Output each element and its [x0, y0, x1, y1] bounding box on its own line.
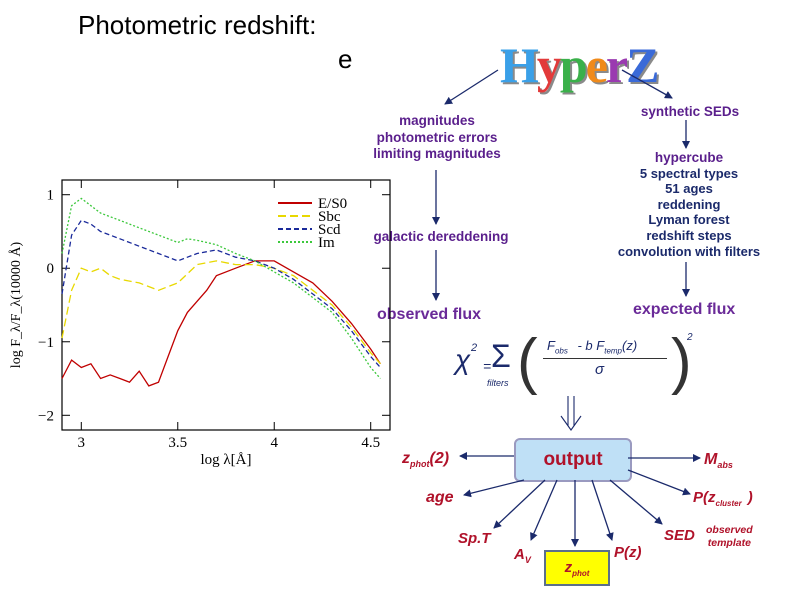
av-sub: V [524, 555, 531, 565]
arrow-output-to-age [463, 479, 525, 498]
double-arrow-to-output [560, 396, 582, 431]
sed-label: SED [664, 527, 695, 544]
numerator: Fobs - b Ftemp(z) [547, 338, 637, 356]
output-label: output [543, 449, 603, 470]
input-item: photometric errors [376, 129, 498, 145]
spt-label: Sp.T [458, 530, 491, 547]
y-tick-label: 1 [47, 188, 55, 204]
slide-title: Photometric redshift: [78, 10, 317, 40]
logo-letter: e [585, 37, 608, 93]
minus-b: - b F [577, 338, 605, 353]
legend-entry: Sbc [318, 209, 341, 225]
x-tick-label: 4.5 [361, 435, 380, 451]
plot-frame [61, 179, 391, 431]
arrow-output-to-pz [591, 479, 614, 541]
sigma-symbol: σ [595, 361, 605, 378]
mabs-label: Mabs [704, 451, 733, 470]
ftemp-arg: (z) [622, 338, 638, 353]
zphot2-sub: phot [410, 459, 430, 470]
mabs-sub: abs [717, 460, 733, 471]
logo-letter: r [605, 37, 628, 93]
galactic-dereddening-label: galactic dereddening [373, 229, 509, 244]
sed-note: observed template [706, 524, 753, 550]
sed-note-line: observed [706, 524, 753, 536]
x-tick-label: 3 [78, 435, 86, 451]
input-item: limiting magnitudes [373, 146, 501, 161]
x-tick-label: 3.5 [168, 435, 187, 451]
logo-letter: p [559, 37, 588, 93]
y-tick-label: −1 [38, 335, 54, 351]
left-paren: ( [517, 327, 538, 396]
logo-letter: H [500, 37, 539, 93]
hyperz-logo: HyperZ [500, 37, 660, 93]
fobs: F [547, 338, 555, 353]
age-label: age [426, 489, 454, 506]
chi-power: 2 [471, 342, 478, 354]
zphot2-z: z [402, 450, 410, 467]
sum-subscript: filters [487, 378, 509, 388]
series-line-scd [61, 219, 381, 368]
y-tick-label: 0 [47, 261, 55, 277]
zphot-z: z [564, 558, 573, 576]
zphot-label: zphot [565, 559, 590, 578]
hypercube-item: Lyman forest [648, 212, 730, 228]
hypercube-block: hypercube 5 spectral types 51 ages redde… [604, 150, 774, 259]
formula-power: 2 [687, 332, 693, 343]
chi-square-formula: χ 2 = Σ filters ( Fobs - b Ftemp(z) σ ) … [455, 327, 695, 400]
pzc-sub: cluster [715, 499, 742, 508]
arrow-output-to-sed [609, 479, 663, 525]
observed-flux-label: observed flux [377, 306, 482, 323]
inputs-list: magnitudes photometric errors limiting m… [362, 113, 512, 163]
output-box: output [514, 438, 632, 482]
arrow-logo-to-inputs [444, 69, 499, 105]
expected-flux-label: expected flux [633, 301, 736, 318]
sum-symbol: Σ [491, 338, 511, 374]
x-axis-label: log λ[Å] [200, 452, 251, 468]
sed-note-line: template [707, 537, 751, 549]
input-item: magnitudes [399, 113, 475, 128]
arrow-logo-to-synthetic [621, 69, 673, 99]
chi-symbol: χ [455, 344, 471, 375]
arrow-output-to-pzcluster [627, 469, 691, 496]
av-label: AV [514, 546, 531, 565]
av-a: A [514, 546, 525, 563]
right-paren: ) [671, 327, 692, 396]
arrow-output-to-spt [493, 479, 546, 529]
legend-entry: Im [318, 235, 335, 251]
zphot-sub: phot [572, 568, 590, 578]
mabs-m: M [704, 451, 718, 468]
hypercube-item: convolution with filters [617, 243, 761, 259]
pzc-p: P(z [693, 489, 716, 506]
logo-letter: Z [626, 37, 659, 93]
slide-title-fragment: e [338, 44, 353, 74]
arrow-output-to-av [530, 479, 558, 541]
zphot-box: zphot [544, 550, 610, 586]
logo-letter: y [536, 37, 562, 93]
series-line-im [61, 197, 381, 379]
y-axis-label: log F_λ/F_λ(10000 Å) [8, 241, 24, 368]
pzc-close: ) [747, 489, 753, 506]
x-tick-label: 4 [270, 435, 278, 451]
fraction-bar [543, 358, 667, 359]
ftemp-sub: temp [604, 346, 623, 356]
zphot2-arg: (2) [429, 450, 450, 467]
pz-label: P(z) [614, 544, 642, 561]
pzcluster-label: P(zcluster) [693, 489, 753, 508]
equals-sign: = [483, 358, 492, 374]
fobs-sub: obs [554, 346, 568, 356]
series-line-e-s0 [61, 260, 381, 387]
hypercube-item: reddening [657, 196, 721, 212]
y-tick-label: −2 [38, 408, 54, 424]
legend-entry: E/S0 [318, 196, 347, 212]
zphot2-label: zphot(2) [402, 450, 449, 469]
series-line-sbc [61, 260, 381, 365]
legend-entry: Scd [318, 222, 341, 238]
hypercube-title: hypercube [654, 150, 724, 165]
hypercube-item: redshift steps [646, 227, 732, 243]
synthetic-seds-label: synthetic SEDs [640, 104, 740, 119]
hypercube-item: 5 spectral types [639, 165, 739, 181]
hypercube-item: 51 ages [665, 181, 713, 197]
